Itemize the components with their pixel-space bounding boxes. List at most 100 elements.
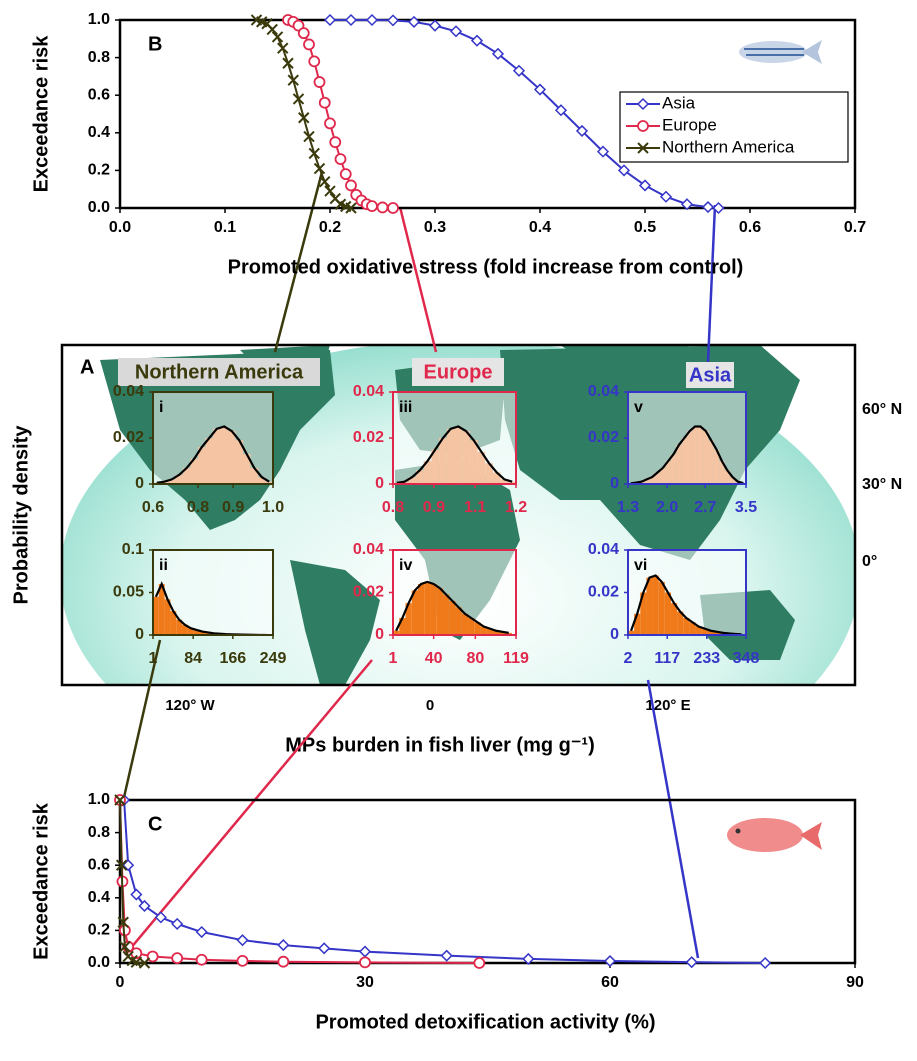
hist-bar (462, 614, 468, 635)
x-tick-label: 348 (733, 650, 760, 667)
hist-bar (653, 576, 659, 636)
hist-bar (437, 588, 443, 635)
x-tick-label: 233 (693, 650, 720, 667)
hist-bar (470, 440, 478, 484)
hist-bar (455, 427, 463, 485)
y-tick-label: 0.04 (588, 541, 619, 558)
data-point (299, 28, 309, 38)
hist-bar (671, 454, 676, 484)
x-tick-label: 0.3 (424, 219, 446, 236)
y-tick-label: 0.1 (122, 541, 144, 558)
hist-bar (676, 445, 681, 484)
x-tick-label: 2 (624, 650, 633, 667)
x-tick-label: 0.6 (142, 499, 164, 516)
longitude-label: 120° W (165, 697, 215, 714)
y-tick-label: 0 (135, 626, 144, 643)
data-point (325, 118, 335, 128)
data-point (278, 43, 288, 53)
data-point (638, 121, 648, 131)
data-point (278, 957, 288, 967)
y-tick-label: 0.4 (88, 889, 110, 906)
y-tick-label: 0 (135, 475, 144, 492)
data-point (172, 919, 182, 929)
hist-bar (443, 595, 449, 635)
figure: A Northern America Europe Asia 60° N 30°… (0, 0, 917, 1061)
data-point (197, 927, 207, 937)
hist-label: ii (159, 557, 168, 574)
data-point (474, 958, 484, 968)
legend-label: Northern America (662, 137, 795, 156)
x-axis-label: Promoted oxidative stress (fold increase… (228, 256, 744, 278)
x-tick-label: 1.2 (505, 499, 527, 516)
y-tick-label: 0.04 (353, 383, 384, 400)
legend-label: Europe (662, 115, 717, 134)
data-point (661, 192, 671, 202)
data-point (430, 21, 440, 31)
hist-bar (221, 427, 229, 485)
x-tick-label: 0.2 (319, 219, 341, 236)
x-tick-label: 0.0 (109, 219, 131, 236)
series-line (257, 20, 352, 208)
x-tick-label: 2.0 (656, 499, 678, 516)
hist-bar (206, 438, 214, 484)
y-tick-label: 0.6 (88, 86, 110, 103)
x-tick-label: 0.5 (634, 219, 656, 236)
x-tick-label: 0.7 (844, 219, 866, 236)
x-tick-label: 1.0 (262, 499, 284, 516)
x-tick-label: 60 (601, 974, 619, 991)
region-label: Northern America (135, 361, 304, 383)
y-tick-label: 0.04 (353, 541, 384, 558)
latitude-label: 0° (862, 553, 877, 570)
data-point (378, 202, 388, 212)
x-axis-label: MPs burden in fish liver (mg g⁻¹) (285, 734, 594, 756)
y-axis-label: Exceedance risk (30, 802, 52, 960)
zebrafish-icon (739, 40, 822, 64)
latitude-label: 60° N (862, 401, 902, 418)
y-tick-label: 0.2 (88, 922, 110, 939)
data-point (197, 955, 207, 965)
tilapia-icon (727, 818, 822, 852)
data-point (687, 957, 697, 967)
y-tick-label: 0.02 (353, 584, 384, 601)
series-line (124, 800, 765, 963)
y-tick-label: 0.02 (113, 429, 144, 446)
hist-bar (228, 431, 236, 484)
longitude-label: 0 (426, 697, 434, 714)
y-tick-label: 0.05 (113, 584, 144, 601)
y-tick-label: 0 (375, 475, 384, 492)
hist-bar (449, 601, 455, 635)
hist-label: i (159, 399, 163, 416)
data-point (451, 26, 461, 36)
x-tick-label: 249 (260, 650, 287, 667)
data-point (148, 951, 158, 961)
hist-bar (447, 429, 455, 484)
hist-bar (431, 584, 437, 635)
region-label: Europe (424, 361, 493, 383)
hist-bar (456, 607, 462, 635)
data-point (315, 77, 325, 87)
x-tick-label: 40 (425, 650, 443, 667)
data-point (760, 958, 770, 968)
data-point (238, 956, 248, 966)
y-tick-label: 0.0 (88, 199, 110, 216)
data-point (320, 98, 330, 108)
x-tick-label: 0.4 (529, 219, 551, 236)
x-tick-label: 119 (503, 650, 529, 667)
x-tick-label: 30 (356, 974, 374, 991)
hist-bar (708, 440, 713, 484)
data-point (442, 951, 452, 961)
hist-bar (692, 427, 697, 485)
panel-label: B (148, 33, 162, 55)
data-point (703, 202, 713, 212)
y-tick-label: 0.02 (588, 584, 619, 601)
data-point (283, 58, 293, 68)
x-tick-label: 1 (389, 650, 398, 667)
x-tick-label: 0.9 (222, 499, 244, 516)
data-point (341, 169, 351, 179)
x-tick-label: 0.6 (739, 219, 761, 236)
x-tick-label: 90 (846, 974, 864, 991)
y-axis-label: Exceedance risk (30, 35, 52, 193)
data-point (172, 953, 182, 963)
latitude-label: 30° N (862, 476, 902, 493)
y-tick-label: 0.8 (88, 824, 110, 841)
